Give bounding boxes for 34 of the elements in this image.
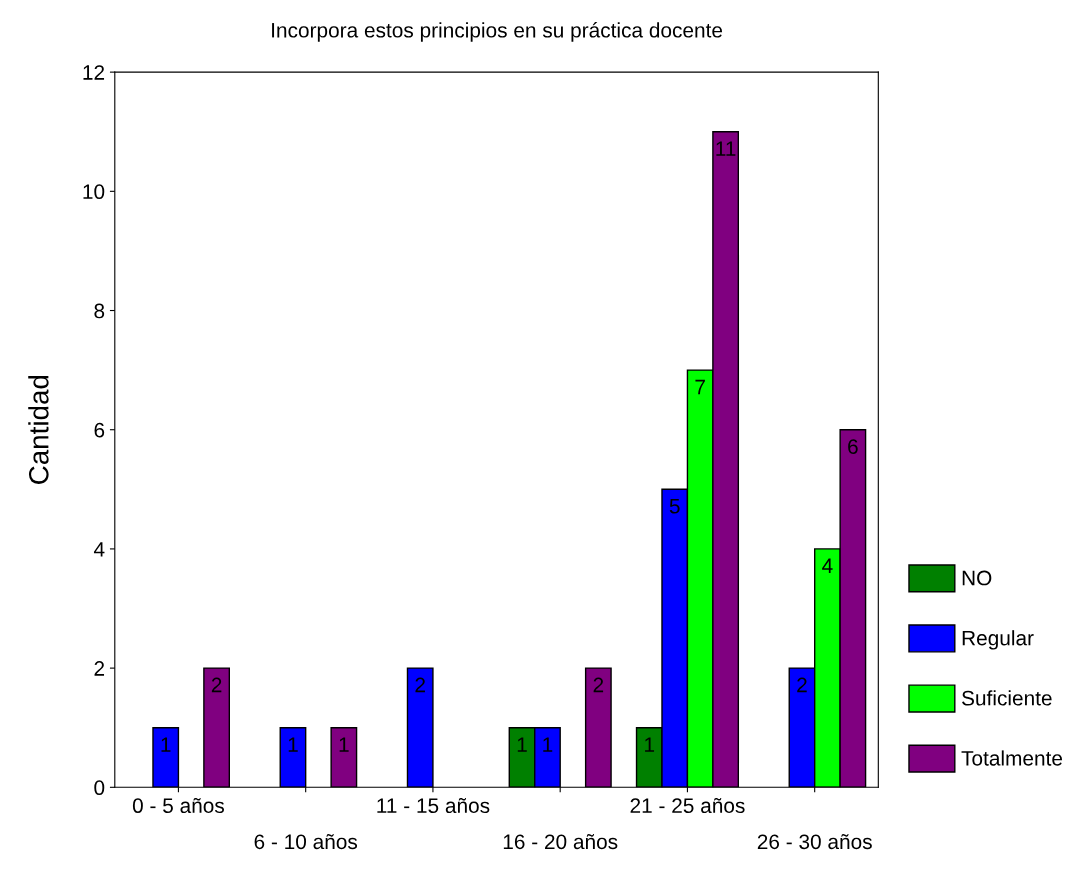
y-tick-label: 8 [94,303,105,319]
data-label: 5 [669,499,680,514]
x-tick-label: 16 - 20 años [503,833,618,850]
data-label: 2 [211,677,222,693]
data-label: 2 [593,677,604,693]
y-tick-label: 6 [94,422,105,438]
x-tick-label: 26 - 30 años [757,833,872,850]
y-tick-label: 10 [83,184,105,200]
data-label: 7 [695,379,705,395]
y-tick-label: 4 [93,542,105,557]
data-label: 1 [543,737,553,752]
data-label: 2 [797,677,807,693]
data-label: 4 [822,558,833,573]
legend-label: Totalmente [961,750,1063,766]
y-tick-label: 0 [94,780,105,796]
data-label: 1 [339,737,349,752]
legend-label: NO [962,570,992,586]
data-label: 6 [848,439,858,454]
y-tick-label: 12 [83,65,105,80]
x-tick-label: 0 - 5 años [132,797,224,814]
data-label: 1 [517,737,527,752]
chart-title: Incorpora estos principios en su práctica docente [272,22,723,42]
data-label: 1 [645,737,655,752]
y-axis-title: Cantidad [28,375,49,484]
legend-label: Suficiente [962,690,1052,706]
legend-label: Regular [962,630,1034,650]
x-tick-label: 6 - 10 años [254,833,358,850]
data-label: 1 [288,737,298,752]
y-tick-label: 2 [94,661,105,676]
data-label: 11 [716,141,736,156]
data-label: 1 [161,737,171,752]
x-tick-label: 11 - 15 años [377,797,490,814]
x-tick-label: 21 - 25 años [630,797,745,814]
data-label: 2 [415,677,425,693]
